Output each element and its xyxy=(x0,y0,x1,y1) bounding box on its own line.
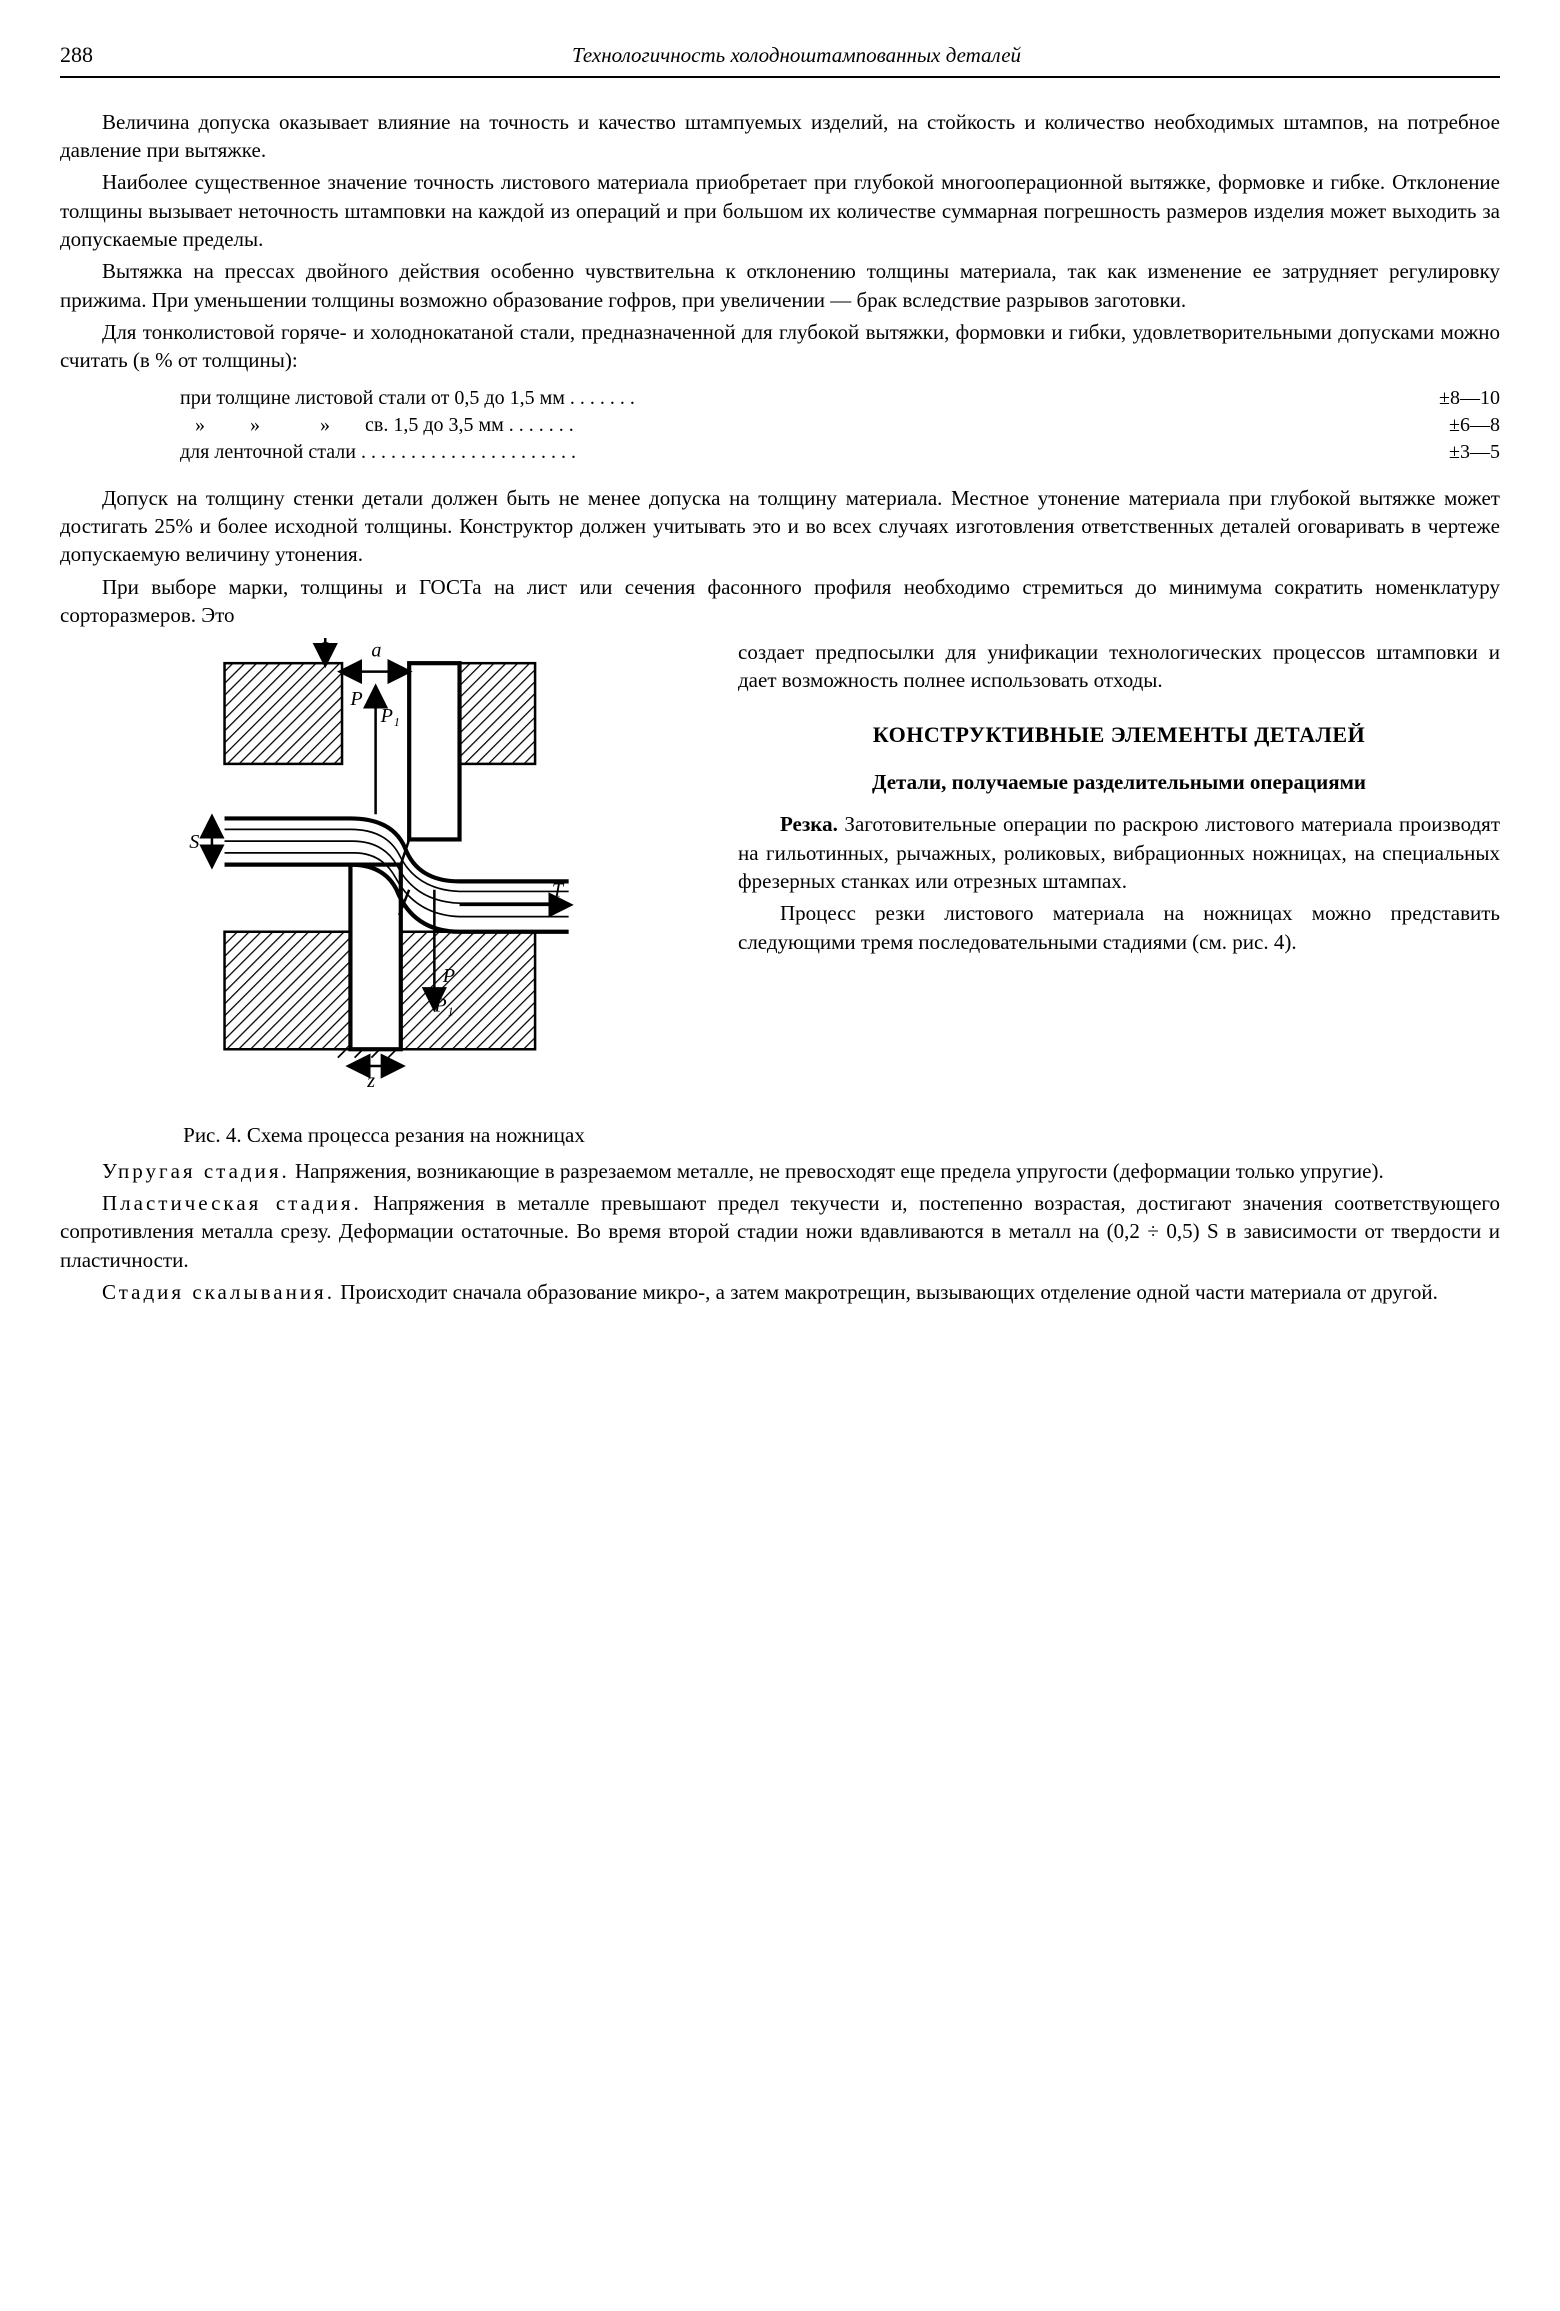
fig-label-T: T xyxy=(552,879,565,901)
tol-row2-val: ±6—8 xyxy=(1449,412,1500,439)
right-text-column: создает предпосылки для унификации техно… xyxy=(738,638,1500,960)
fig-label-S: S xyxy=(189,830,199,852)
term-rezka: Резка. xyxy=(780,812,838,836)
paragraph-10: Пластическая стадия. Напряжения в металл… xyxy=(60,1189,1500,1274)
paragraph-7: Резка. Заготовительные операции по раскр… xyxy=(738,810,1500,895)
figure-column: Q a P P₁ S T P P₁ z Рис. 4. Схема процес… xyxy=(60,638,708,1149)
figure-4-diagram: Q a P P₁ S T P P₁ z xyxy=(174,638,594,1108)
page-number: 288 xyxy=(60,40,93,70)
tol-row3-label: для ленточной стали . . . . . . . . . . … xyxy=(180,439,576,466)
paragraph-8: Процесс резки листового материала на нож… xyxy=(738,899,1500,956)
tol-row1-label: при толщине листовой стали от 0,5 до 1,5… xyxy=(180,385,635,412)
paragraph-2: Наиболее существенное значение точность … xyxy=(60,168,1500,253)
lower-paragraphs: Упругая стадия. Напряжения, возникающие … xyxy=(60,1157,1500,1307)
heading-details: Детали, получаемые разделительными опера… xyxy=(738,768,1500,796)
tol-row1-val: ±8—10 xyxy=(1439,385,1500,412)
figure-caption: Рис. 4. Схема процесса резания на ножниц… xyxy=(183,1122,585,1149)
page-header: 288 Технологичность холодноштампованных … xyxy=(60,40,1500,78)
running-title: Технологичность холодноштампованных дета… xyxy=(93,41,1500,69)
fig-label-z: z xyxy=(366,1070,375,1092)
fig-label-P: P xyxy=(349,688,362,710)
term-plastic: Пластическая стадия. xyxy=(102,1191,362,1215)
paragraph-11: Стадия скалывания. Происходит сначала об… xyxy=(60,1278,1500,1306)
paragraph-6b: создает предпосылки для унификации техно… xyxy=(738,638,1500,695)
paragraph-9: Упругая стадия. Напряжения, возникающие … xyxy=(60,1157,1500,1185)
paragraph-9-text: Напряжения, возникающие в разрезаемом ме… xyxy=(290,1159,1384,1183)
paragraph-6: При выборе марки, толщины и ГОСТа на лис… xyxy=(60,573,1500,630)
paragraph-1: Величина допуска оказывает влияние на то… xyxy=(60,108,1500,165)
paragraph-3: Вытяжка на прессах двойного действия осо… xyxy=(60,257,1500,314)
fig-label-P1low: P₁ xyxy=(433,994,453,1016)
figure-text-row: Q a P P₁ S T P P₁ z Рис. 4. Схема процес… xyxy=(60,638,1500,1149)
fig-label-P1: P₁ xyxy=(380,704,400,726)
paragraph-11-text: Происходит сначала образование микро-, а… xyxy=(335,1280,1438,1304)
fig-label-Q: Q xyxy=(317,638,332,660)
paragraph-4: Для тонколистовой горяче- и холоднокатан… xyxy=(60,318,1500,375)
heading-constructive: КОНСТРУКТИВНЫЕ ЭЛЕМЕНТЫ ДЕТАЛЕЙ xyxy=(738,720,1500,750)
tol-row2-label: » » » св. 1,5 до 3,5 мм . . . . . . . xyxy=(180,412,574,439)
term-elastic: Упругая стадия. xyxy=(102,1159,290,1183)
paragraph-7-text: Заготовительные операции по раскрою лист… xyxy=(738,812,1500,893)
fig-label-a: a xyxy=(371,639,381,661)
term-fracture: Стадия скалывания. xyxy=(102,1280,335,1304)
fig-label-Plow: P xyxy=(442,965,455,987)
paragraph-5: Допуск на толщину стенки детали должен б… xyxy=(60,484,1500,569)
tol-row3-val: ±3—5 xyxy=(1449,439,1500,466)
tolerance-table: при толщине листовой стали от 0,5 до 1,5… xyxy=(180,385,1500,466)
